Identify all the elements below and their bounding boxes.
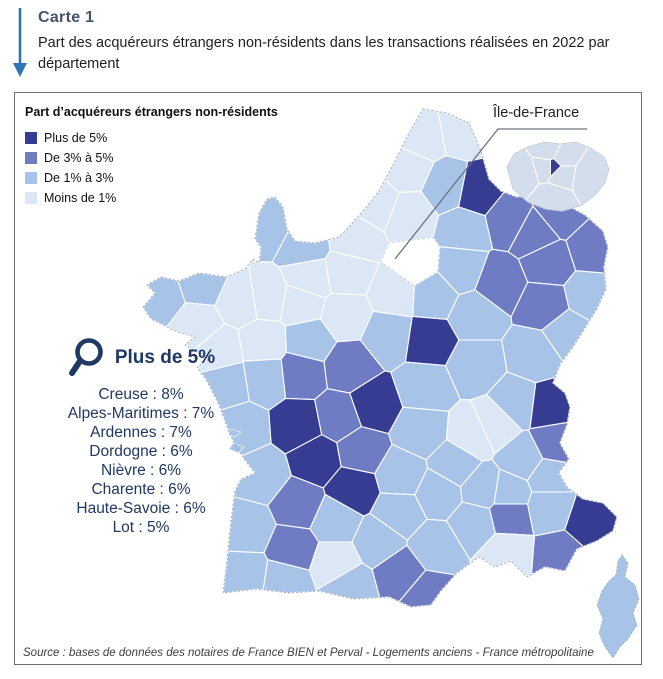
map-legend: Part d’acquéreurs étrangers non-résident… [25, 105, 278, 208]
inset-department-paris [550, 158, 562, 177]
legend-label: Moins de 1% [44, 191, 117, 205]
legend-swatch [25, 172, 37, 184]
callout-entries: Creuse : 8% Alpes-Maritimes : 7% Ardennes … [31, 385, 251, 537]
figure-box: Part d’acquéreurs étrangers non-résident… [14, 92, 642, 665]
magnifier-icon [68, 338, 103, 376]
callout-title-row: Plus de 5% [31, 337, 251, 379]
legend-swatch [25, 132, 37, 144]
legend-swatch [25, 192, 37, 204]
legend-item: De 1% à 3% [25, 168, 278, 188]
callout-entry: Alpes-Maritimes : 7% [67, 405, 215, 422]
department-corse [596, 554, 640, 659]
callout-entry: Creuse : 8% [98, 386, 184, 403]
figure-kicker: Carte 1 [38, 9, 95, 26]
idf-leader-line [394, 128, 587, 260]
callout-entry: Ardennes : 7% [90, 424, 192, 441]
department-pyrenees-atlantiques [222, 550, 269, 594]
callout-entry: Lot : 5% [112, 519, 170, 536]
callout-entry: Nièvre : 6% [100, 462, 182, 479]
legend-label: De 3% à 5% [44, 151, 114, 165]
figure-title: Part des acquéreurs étrangers non-réside… [38, 35, 610, 72]
france-choropleth-map [142, 108, 640, 659]
callout-title: Plus de 5% [114, 347, 216, 368]
down-arrow-icon [13, 8, 27, 77]
ile-de-france-label: Île-de-France [493, 105, 580, 121]
department-ile-de-france [380, 237, 441, 287]
inset-outline [506, 141, 610, 212]
legend-items: Plus de 5% De 3% à 5% De 1% à 3% Moins de 1… [25, 128, 278, 208]
callout-entry: Dordogne : 6% [89, 443, 193, 460]
legend-label: Plus de 5% [44, 131, 108, 145]
legend-item: Plus de 5% [25, 128, 278, 148]
highlight-callout: Plus de 5% Creuse : 8% Alpes-Maritimes : … [31, 337, 251, 537]
source-note: Source : bases de données des notaires d… [23, 647, 594, 659]
callout-entry: Charente : 6% [91, 481, 191, 498]
legend-swatch [25, 152, 37, 164]
department-vaucluse [488, 503, 535, 536]
callout-entry: Haute-Savoie : 6% [76, 500, 206, 517]
coastline-outline [142, 108, 618, 608]
legend-item: De 3% à 5% [25, 148, 278, 168]
legend-title: Part d’acquéreurs étrangers non-résident… [25, 105, 278, 119]
legend-label: De 1% à 3% [44, 171, 114, 185]
legend-item: Moins de 1% [25, 188, 278, 208]
department-haute-savoie [529, 376, 571, 430]
island-shape [228, 442, 245, 454]
island-shape [227, 428, 242, 438]
